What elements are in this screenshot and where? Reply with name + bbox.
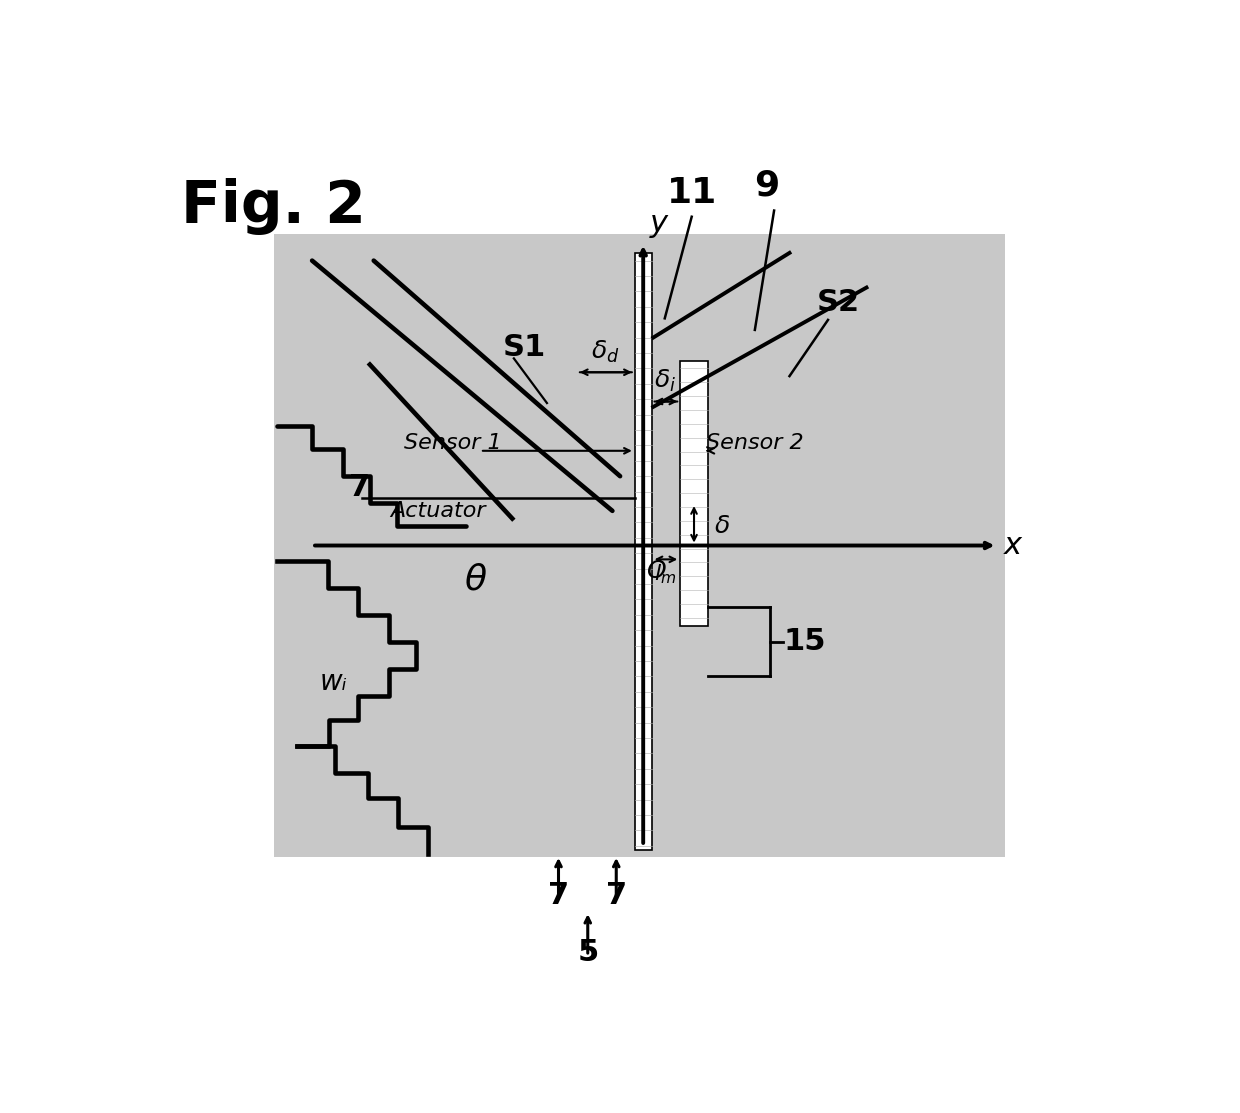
Text: 9: 9 — [754, 168, 779, 203]
Text: S1: S1 — [503, 333, 547, 362]
Text: 7: 7 — [350, 473, 371, 502]
Text: 5: 5 — [577, 938, 599, 967]
Text: $\delta$: $\delta$ — [714, 514, 730, 539]
Bar — [274, 234, 1006, 857]
Text: 11: 11 — [667, 176, 717, 210]
Bar — [681, 361, 708, 627]
Text: 7: 7 — [605, 880, 626, 909]
Text: $\delta_i$: $\delta_i$ — [655, 367, 677, 394]
Text: θ: θ — [465, 562, 486, 597]
Text: x: x — [1003, 531, 1022, 560]
Bar — [635, 253, 652, 849]
Text: wᵢ: wᵢ — [320, 668, 347, 696]
Text: y: y — [650, 208, 667, 237]
Text: 15: 15 — [784, 628, 826, 657]
Text: 7: 7 — [548, 880, 569, 909]
Text: O: O — [647, 560, 667, 583]
Text: Sensor 2: Sensor 2 — [707, 433, 804, 453]
Text: $l_m$: $l_m$ — [655, 562, 677, 587]
Text: $\delta_d$: $\delta_d$ — [591, 338, 620, 365]
Text: S2: S2 — [816, 288, 859, 317]
Text: Fig. 2: Fig. 2 — [181, 178, 366, 235]
Text: Sensor 1: Sensor 1 — [404, 433, 502, 453]
Text: Actuator: Actuator — [391, 501, 486, 521]
